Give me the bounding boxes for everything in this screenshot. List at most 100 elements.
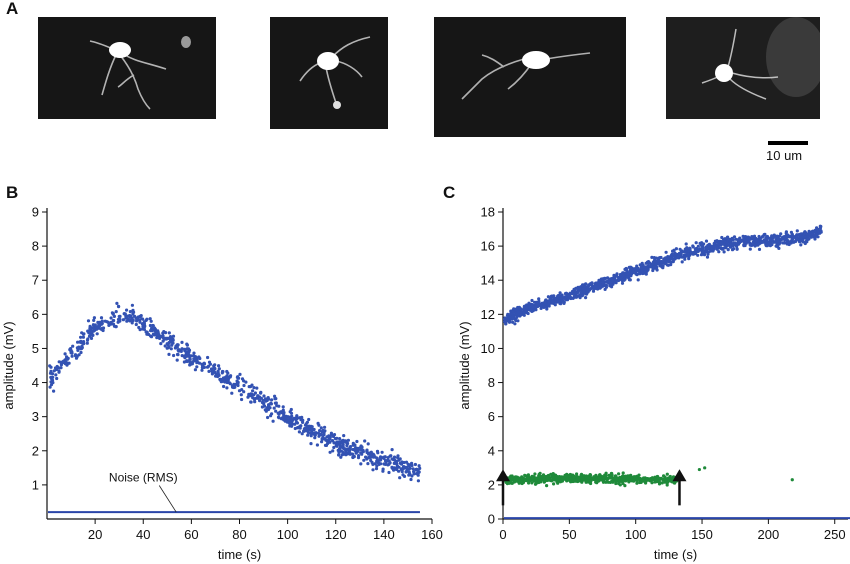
data-point <box>776 245 780 249</box>
y-axis-label: amplitude (mV) <box>457 321 472 409</box>
data-point <box>134 322 138 327</box>
data-point <box>810 232 814 236</box>
data-point <box>735 247 739 251</box>
data-point <box>625 267 629 271</box>
data-point <box>360 452 364 456</box>
data-point <box>400 470 404 474</box>
data-point <box>207 360 212 364</box>
data-point <box>274 397 278 401</box>
data-point <box>228 382 232 386</box>
data-point <box>242 383 246 388</box>
data-point <box>309 428 313 432</box>
data-point <box>371 468 375 472</box>
data-point <box>648 478 652 482</box>
data-point <box>357 454 361 458</box>
data-point <box>757 247 762 251</box>
data-point <box>121 318 125 322</box>
data-point <box>149 335 154 339</box>
data-point <box>528 479 532 483</box>
x-tick-label: 160 <box>421 527 443 542</box>
data-point <box>81 335 85 339</box>
data-point <box>568 474 572 478</box>
data-point <box>255 386 259 390</box>
data-point <box>333 437 338 441</box>
x-tick-label: 140 <box>373 527 395 542</box>
data-point <box>251 389 255 393</box>
data-point <box>206 355 210 360</box>
data-point <box>232 382 236 386</box>
data-point <box>523 473 527 477</box>
y-tick-label: 8 <box>32 239 39 254</box>
data-point <box>646 260 651 264</box>
data-point <box>634 269 638 274</box>
data-point <box>547 304 551 308</box>
data-point <box>390 466 394 470</box>
panel-label-a: A <box>6 0 19 18</box>
data-point <box>791 236 795 241</box>
data-point <box>698 248 703 252</box>
data-point <box>125 308 129 312</box>
data-point <box>256 395 260 399</box>
data-point <box>85 341 89 345</box>
data-point <box>351 441 355 445</box>
y-tick-label: 3 <box>32 409 39 424</box>
data-point <box>96 320 100 324</box>
data-point <box>262 394 266 398</box>
data-point <box>182 360 186 364</box>
data-point <box>506 312 510 316</box>
data-point <box>629 274 633 278</box>
data-point <box>263 398 267 402</box>
data-point <box>659 255 663 260</box>
panel-label-c: C <box>443 183 456 202</box>
data-point <box>221 370 225 374</box>
data-point <box>750 243 754 247</box>
data-point <box>114 325 118 329</box>
data-point <box>377 461 381 465</box>
data-point <box>770 238 775 242</box>
data-point <box>395 465 399 469</box>
data-point <box>542 477 546 481</box>
data-point <box>637 268 641 272</box>
data-point <box>798 239 802 243</box>
data-point <box>402 460 406 465</box>
data-point <box>225 380 229 385</box>
y-tick-label: 12 <box>481 307 495 322</box>
data-point <box>627 480 631 484</box>
data-point <box>628 278 632 282</box>
data-point <box>247 385 251 389</box>
arrow-start <box>496 469 510 506</box>
data-point <box>285 420 289 424</box>
data-point <box>519 313 523 317</box>
data-point <box>654 480 659 484</box>
data-point <box>576 286 580 291</box>
data-point <box>198 356 202 361</box>
data-point <box>777 242 781 246</box>
data-point <box>504 320 508 324</box>
data-point <box>573 479 577 483</box>
data-point <box>109 316 113 320</box>
data-point <box>65 356 69 361</box>
data-point <box>59 363 64 367</box>
data-point <box>390 448 394 452</box>
y-tick-label: 18 <box>481 205 495 220</box>
y-tick-label: 10 <box>481 341 495 356</box>
data-point <box>79 350 83 355</box>
x-tick-label: 100 <box>625 527 647 542</box>
data-point <box>609 283 613 287</box>
data-point <box>100 326 104 330</box>
data-point <box>156 333 161 337</box>
data-point <box>327 435 331 439</box>
data-point <box>592 286 596 290</box>
data-point <box>551 299 555 304</box>
data-point <box>100 319 104 323</box>
data-point <box>82 342 86 346</box>
data-point <box>622 477 626 481</box>
data-point <box>123 312 127 316</box>
data-point <box>322 433 326 437</box>
data-point <box>640 261 644 265</box>
data-point <box>620 281 625 285</box>
data-point <box>369 453 373 457</box>
data-point <box>307 417 311 422</box>
data-point <box>328 450 332 454</box>
data-point <box>304 422 308 426</box>
